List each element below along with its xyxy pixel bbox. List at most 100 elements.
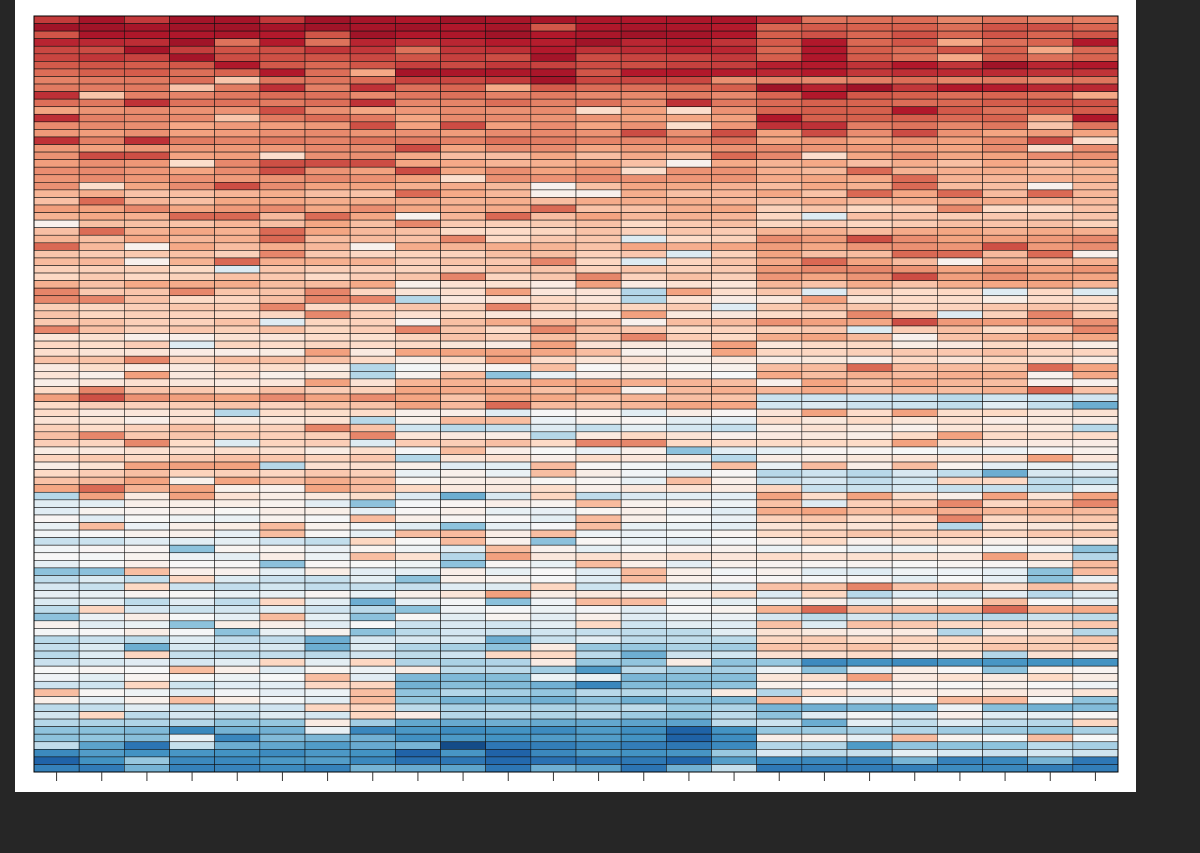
heatmap-cell — [801, 476, 848, 486]
heatmap-cell — [801, 423, 848, 433]
heatmap-cell — [1072, 166, 1119, 176]
heatmap-cell — [666, 219, 712, 228]
heatmap-cell — [78, 552, 125, 561]
heatmap-cell — [530, 182, 577, 191]
heatmap-cell — [666, 234, 712, 244]
heatmap-cell — [169, 53, 215, 62]
heatmap-cell — [485, 446, 532, 455]
heatmap-cell — [169, 38, 215, 47]
heatmap-cell — [1027, 325, 1074, 334]
heatmap-cell — [982, 98, 1028, 108]
heatmap-cell — [756, 340, 803, 349]
heatmap-cell — [891, 560, 938, 569]
heatmap-cell — [937, 461, 983, 470]
heatmap-cell — [891, 61, 938, 70]
heatmap-cell — [756, 476, 803, 486]
heatmap-cell — [349, 446, 396, 455]
heatmap-cell — [78, 15, 125, 24]
heatmap-cell — [620, 703, 667, 712]
heatmap-cell — [1027, 242, 1074, 251]
heatmap-cell — [530, 476, 577, 486]
heatmap-cell — [169, 136, 215, 145]
heatmap-cell — [1027, 680, 1074, 690]
heatmap-cell — [982, 620, 1028, 629]
heatmap-cell — [169, 597, 215, 606]
heatmap-cell — [937, 287, 983, 297]
heatmap-cell — [666, 718, 712, 727]
heatmap-cell — [620, 499, 667, 508]
heatmap-cell — [33, 310, 80, 319]
heatmap-cell — [169, 159, 215, 168]
heatmap-cell — [756, 113, 803, 123]
heatmap-cell — [1027, 507, 1074, 516]
heatmap-cell — [620, 650, 667, 659]
heatmap-cell — [33, 680, 80, 690]
heatmap-cell — [891, 15, 938, 24]
heatmap-cell — [395, 665, 441, 675]
heatmap-cell — [33, 718, 80, 727]
heatmap-cell — [575, 522, 622, 531]
heatmap-cell — [575, 371, 622, 380]
heatmap-cell — [1072, 522, 1119, 531]
heatmap-cell — [620, 257, 667, 266]
heatmap-cell — [575, 423, 622, 433]
heatmap-cell — [395, 741, 441, 750]
heatmap-cell — [801, 696, 848, 705]
heatmap-cell — [349, 726, 396, 735]
heatmap-cell — [666, 544, 712, 554]
heatmap-cell — [846, 189, 893, 198]
heatmap-cell — [937, 386, 983, 395]
heatmap-cell — [575, 257, 622, 266]
heatmap-cell — [801, 91, 848, 100]
heatmap-cell — [349, 673, 396, 682]
heatmap-cell — [349, 113, 396, 123]
heatmap-cell — [395, 121, 441, 130]
heatmap-cell — [169, 386, 215, 395]
heatmap-cell — [801, 197, 848, 206]
heatmap-cell — [620, 575, 667, 584]
heatmap-cell — [620, 741, 667, 750]
heatmap-cell — [891, 673, 938, 682]
heatmap-cell — [575, 484, 622, 493]
heatmap-cell — [891, 658, 938, 667]
heatmap-cell — [891, 439, 938, 448]
heatmap-cell — [1027, 212, 1074, 221]
heatmap-cell — [982, 628, 1028, 637]
heatmap-cell — [169, 476, 215, 486]
heatmap-cell — [620, 393, 667, 402]
heatmap-cell — [259, 257, 306, 266]
heatmap-cell — [395, 318, 441, 327]
heatmap-cell — [78, 612, 125, 622]
heatmap-cell — [124, 386, 170, 395]
heatmap-cell — [666, 340, 712, 349]
heatmap-cell — [846, 250, 893, 259]
heatmap-cell — [846, 91, 893, 100]
heatmap-cell — [846, 590, 893, 599]
heatmap-cell — [711, 582, 757, 591]
heatmap-cell — [530, 711, 577, 720]
heatmap-cell — [169, 650, 215, 659]
heatmap-cell — [214, 665, 261, 675]
heatmap-cell — [891, 280, 938, 289]
heatmap-cell — [485, 612, 532, 622]
heatmap-cell — [801, 174, 848, 183]
heatmap-cell — [169, 106, 215, 115]
heatmap-cell — [485, 665, 532, 675]
heatmap-cell — [891, 272, 938, 281]
heatmap-cell — [937, 537, 983, 546]
heatmap-cell — [891, 234, 938, 244]
heatmap-cell — [1027, 340, 1074, 349]
heatmap-cell — [33, 711, 80, 720]
heatmap-cell — [349, 469, 396, 478]
heatmap-cell — [801, 439, 848, 448]
heatmap-cell — [33, 174, 80, 183]
heatmap-cell — [801, 688, 848, 697]
heatmap-cell — [891, 182, 938, 191]
heatmap-cell — [575, 749, 622, 758]
heatmap-cell — [169, 575, 215, 584]
heatmap-cell — [259, 197, 306, 206]
heatmap-cell — [575, 30, 622, 39]
heatmap-cell — [395, 650, 441, 659]
heatmap-cell — [756, 688, 803, 697]
heatmap-cell — [620, 30, 667, 39]
